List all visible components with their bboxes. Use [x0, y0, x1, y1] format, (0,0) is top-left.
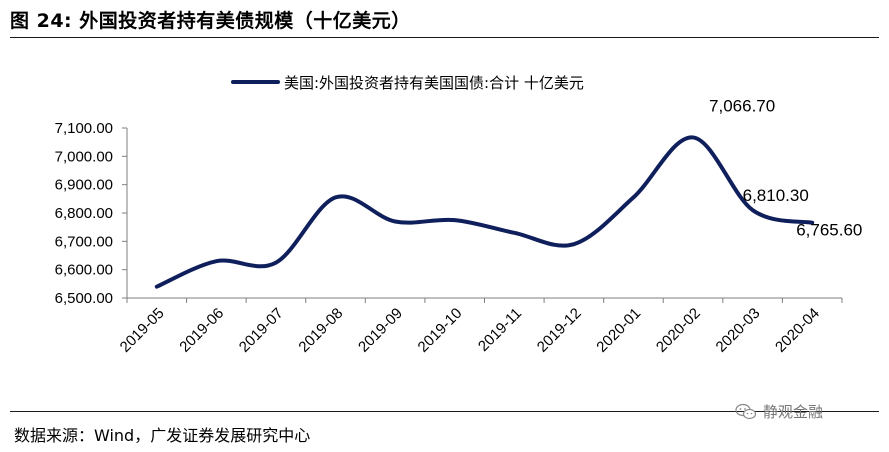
x-tick-label: 2019-10 — [415, 305, 466, 356]
data-label: 7,066.70 — [709, 96, 775, 115]
series-line — [154, 135, 815, 289]
figure-title: 图 24: 外国投资者持有美债规模（十亿美元） — [10, 10, 411, 32]
x-tick-label: 2020-04 — [772, 305, 823, 356]
y-tick-label: 7,100.00 — [55, 120, 113, 137]
title-rule — [10, 37, 879, 38]
y-tick-label: 6,700.00 — [55, 233, 113, 250]
x-tick-label: 2019-11 — [475, 305, 525, 355]
x-tick-label: 2019-08 — [295, 305, 346, 356]
watermark-text: 静观金融 — [763, 403, 824, 421]
y-tick-label: 6,900.00 — [55, 177, 113, 194]
watermark: 静观金融 — [735, 401, 823, 422]
y-tick-label: 7,000.00 — [55, 148, 113, 165]
x-tick-label: 2019-07 — [236, 305, 287, 356]
x-tick-label: 2020-02 — [653, 305, 704, 356]
x-tick-label: 2019-06 — [176, 305, 227, 356]
y-tick-label: 6,800.00 — [55, 205, 113, 222]
data-label: 6,765.60 — [796, 221, 862, 240]
x-tick-label: 2019-12 — [534, 305, 585, 356]
wechat-chat-bubbles-icon — [735, 403, 757, 419]
x-tick-label: 2020-03 — [712, 305, 763, 356]
source-rule — [10, 411, 879, 412]
y-tick-label: 6,600.00 — [55, 262, 113, 279]
x-tick-label: 2019-09 — [355, 305, 406, 356]
y-tick-label: 6,500.00 — [55, 290, 113, 307]
data-label: 6,810.30 — [743, 186, 809, 205]
x-tick-label: 2019-05 — [117, 305, 168, 356]
source-note: 数据来源：Wind，广发证券发展研究中心 — [14, 426, 311, 445]
x-tick-label: 2020-01 — [593, 305, 644, 356]
legend-label: 美国:外国投资者持有美国国债:合计 十亿美元 — [284, 74, 584, 92]
